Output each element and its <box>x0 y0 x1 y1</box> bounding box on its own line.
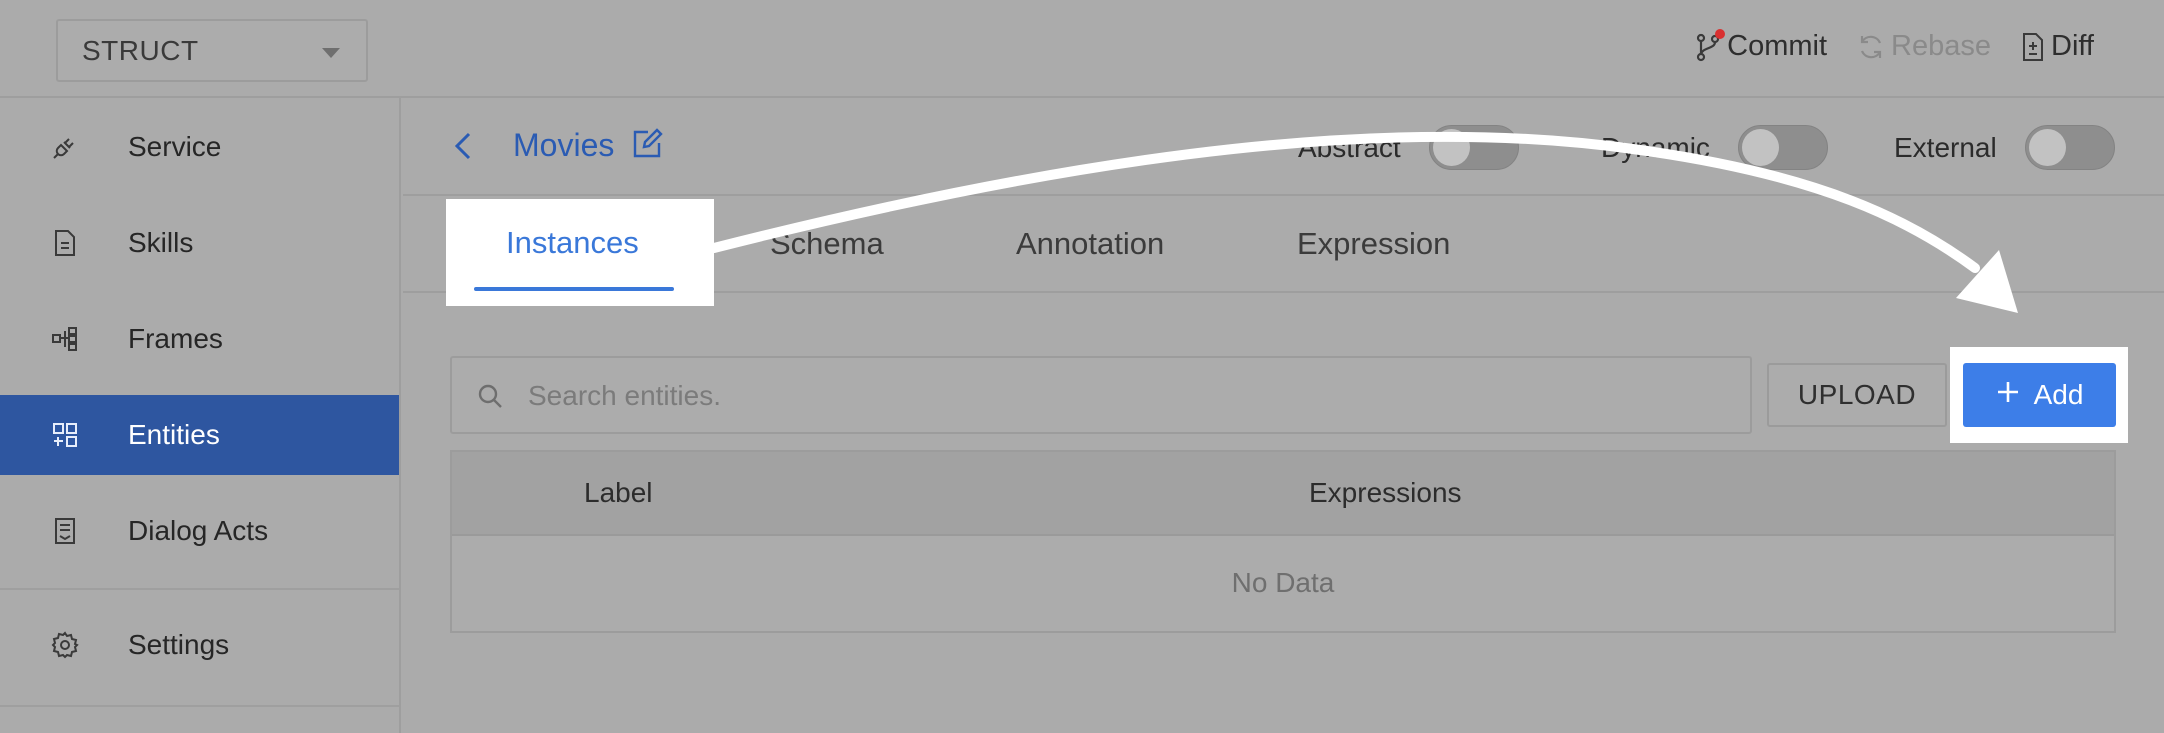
external-label: External <box>1894 131 1997 163</box>
tab-expression[interactable]: Expression <box>1297 226 1451 261</box>
dynamic-toggle-group: Dynamic <box>1601 125 1828 170</box>
sidebar-item-dialog-acts[interactable]: Dialog Acts <box>0 491 399 571</box>
empty-state: No Data <box>1231 567 1335 598</box>
abstract-toggle-group: Abstract <box>1298 125 1519 170</box>
tab-schema[interactable]: Schema <box>770 226 884 261</box>
upload-button[interactable]: UPLOAD <box>1767 363 1947 427</box>
sidebar: Service Skills Frames Entities <box>0 98 401 733</box>
search-input[interactable] <box>526 372 1726 420</box>
sidebar-item-label: Settings <box>128 629 230 660</box>
abstract-label: Abstract <box>1298 131 1401 163</box>
project-select-value: STRUCT <box>82 34 199 66</box>
diff-button[interactable]: Diff <box>2021 30 2094 63</box>
notification-dot <box>1715 28 1726 39</box>
document-icon <box>50 228 80 258</box>
switch-knob <box>2028 129 2066 166</box>
sidebar-divider <box>0 588 399 590</box>
switch-knob <box>1432 129 1470 166</box>
table-header: Label Expressions <box>452 452 2114 536</box>
entities-icon <box>50 420 80 450</box>
abstract-switch[interactable] <box>1428 125 1519 170</box>
edit-icon[interactable] <box>631 128 663 165</box>
plug-icon <box>50 132 80 162</box>
sidebar-item-service[interactable]: Service <box>0 107 399 187</box>
commit-button[interactable]: Commit <box>1695 28 1828 63</box>
entities-table: Label Expressions No Data <box>450 450 2116 633</box>
project-select[interactable]: STRUCT <box>56 19 368 82</box>
tab-instances-label: Instances <box>506 225 639 260</box>
sidebar-item-label: Frames <box>128 323 223 354</box>
sidebar-item-label: Dialog Acts <box>128 515 269 546</box>
tab-annotation[interactable]: Annotation <box>1016 226 1165 261</box>
sidebar-item-settings[interactable]: Settings <box>0 605 399 685</box>
top-actions: Commit Rebase Diff <box>1695 28 2094 63</box>
sidebar-item-label: Entities <box>128 419 220 450</box>
add-button-label: Add <box>2033 379 2084 410</box>
sidebar-item-label: Skills <box>128 227 194 258</box>
search-icon <box>476 382 504 415</box>
sidebar-item-entities[interactable]: Entities <box>0 395 399 475</box>
sync-icon <box>1857 33 1885 61</box>
search-box <box>450 356 1752 434</box>
frames-icon <box>50 324 80 354</box>
sidebar-divider <box>0 705 399 707</box>
entity-header: Movies Abstract Dynamic External <box>403 98 2164 196</box>
chevron-left-icon[interactable] <box>453 131 473 166</box>
dialog-acts-icon <box>50 516 80 546</box>
column-header-label: Label <box>584 477 653 508</box>
gear-icon <box>50 630 80 660</box>
top-bar: STRUCT Commit Rebase <box>0 0 2164 98</box>
active-tab-indicator <box>474 287 674 291</box>
external-switch[interactable] <box>2024 125 2115 170</box>
entity-title: Movies <box>513 127 615 163</box>
column-header-expressions: Expressions <box>1309 477 1462 508</box>
add-button[interactable]: Add <box>1963 363 2116 427</box>
dynamic-switch[interactable] <box>1737 125 1828 170</box>
rebase-label: Rebase <box>1891 30 1992 62</box>
dynamic-label: Dynamic <box>1601 131 1710 163</box>
sidebar-item-frames[interactable]: Frames <box>0 299 399 379</box>
plus-icon <box>1996 379 2020 411</box>
tab-instances[interactable]: Instances <box>446 199 714 306</box>
switch-knob <box>1741 129 1779 166</box>
external-toggle-group: External <box>1894 125 2115 170</box>
diff-label: Diff <box>2051 30 2094 62</box>
sidebar-item-label: Service <box>128 131 222 162</box>
sidebar-item-skills[interactable]: Skills <box>0 203 399 283</box>
caret-down-icon <box>322 48 340 58</box>
git-branch-icon <box>1695 28 1726 62</box>
rebase-button[interactable]: Rebase <box>1857 30 1991 63</box>
commit-label: Commit <box>1727 30 1828 62</box>
diff-file-icon <box>2021 32 2045 62</box>
